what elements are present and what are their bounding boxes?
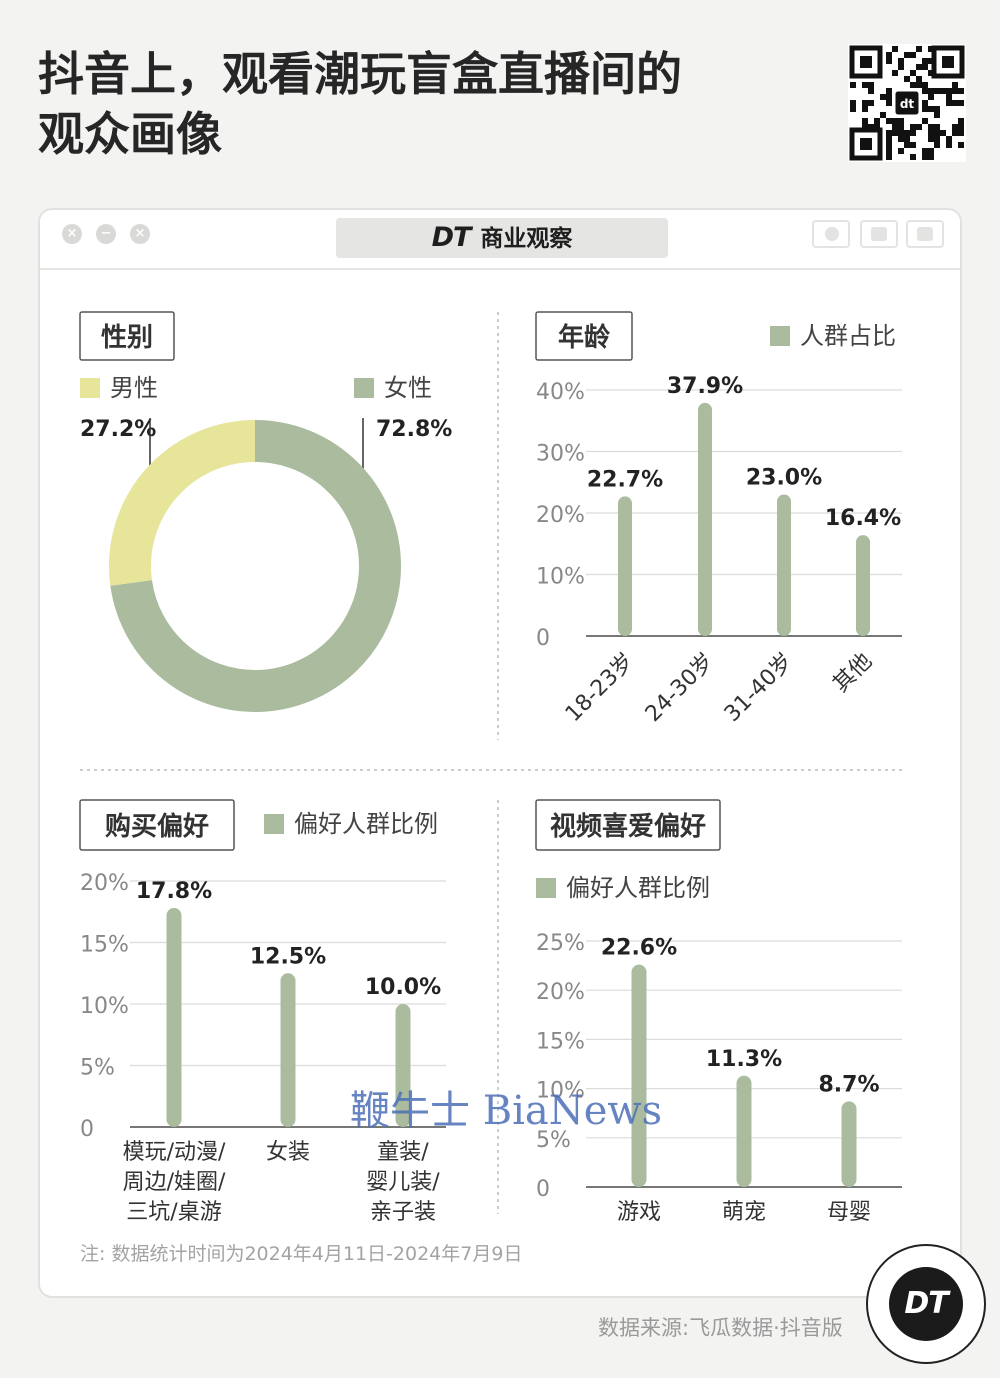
age-legend-label: 人群占比 [800, 322, 896, 350]
purchase-ytick-label: 0 [80, 1117, 94, 1142]
purchase-value-label: 17.8% [136, 879, 212, 904]
video-ytick-label: 0 [536, 1177, 550, 1202]
age-title-box [535, 311, 633, 361]
purchase-bar [280, 973, 296, 1127]
video-value-label: 8.7% [818, 1072, 879, 1097]
age-ytick-label: 0 [536, 626, 550, 651]
purchase-ytick-label: 20% [80, 871, 129, 896]
age-bar [777, 494, 791, 636]
close-icon[interactable]: × [62, 224, 82, 244]
qr-code-icon[interactable]: dt [848, 44, 966, 162]
data-source: 数据来源:飞瓜数据·抖音版 [598, 1316, 843, 1340]
video-ytick-label: 25% [536, 931, 585, 956]
video-bar [736, 1075, 752, 1187]
purchase-ytick-label: 10% [80, 994, 129, 1019]
purchase-value-label: 12.5% [250, 944, 326, 969]
record-button[interactable] [812, 220, 850, 248]
gender-title: 性别 [101, 323, 153, 353]
dt-badge-text: DT [889, 1267, 963, 1341]
age-title: 年龄 [558, 322, 611, 353]
video-bar [841, 1101, 857, 1187]
age-bar [698, 402, 712, 636]
age-category-label: 31-40岁 [720, 649, 798, 727]
video-category-label: 游戏 [617, 1200, 661, 1225]
age-ytick-label: 30% [536, 442, 585, 467]
video-title-box [535, 799, 721, 851]
age-value-label: 37.9% [667, 374, 743, 399]
legend-male-swatch [80, 378, 100, 398]
age-category-label: 18-23岁 [561, 649, 639, 727]
legend-male-label: 男性 [110, 374, 158, 402]
purchase-title-box [79, 799, 235, 851]
brand-bar: DT 商业观察 [336, 218, 668, 258]
minimize-icon[interactable]: − [96, 224, 116, 244]
purchase-ytick-label: 5% [80, 1056, 115, 1081]
purchase-legend-swatch [264, 814, 284, 834]
donut-slice-male [109, 420, 401, 712]
purchase-category-label: 童装/婴儿装/亲子装 [366, 1140, 440, 1225]
window-button[interactable] [906, 220, 944, 248]
share-button[interactable] [860, 220, 898, 248]
title-line-1: 抖音上，观看潮玩盲盒直播间的 [38, 47, 682, 101]
age-category-label: 其他 [828, 649, 877, 698]
brand-logo: DT [431, 222, 472, 253]
legend-female-label: 女性 [384, 374, 432, 402]
purchase-ytick-label: 15% [80, 933, 129, 958]
video-ytick-label: 10% [536, 1079, 585, 1104]
female-value-label: 72.8% [376, 417, 452, 442]
age-value-label: 22.7% [587, 467, 663, 492]
video-ytick-label: 20% [536, 980, 585, 1005]
video-category-label: 萌宠 [722, 1200, 766, 1225]
title-line-2: 观众画像 [38, 107, 222, 161]
fullscreen-icon[interactable]: × [130, 224, 150, 244]
watermark-text: 鞭牛士 BiaNews [350, 1088, 663, 1134]
age-ytick-label: 10% [536, 565, 585, 590]
svg-text:dt: dt [900, 97, 915, 111]
legend-female-swatch [354, 378, 374, 398]
video-title: 视频喜爱偏好 [550, 811, 706, 842]
purchase-panel: 购买偏好 偏好人群比例 0 5% 10% 15% 20% 17.8% 模玩/动漫/周边/娃圈… [79, 799, 446, 1225]
video-legend-label: 偏好人群比例 [566, 874, 710, 902]
purchase-bar [166, 908, 182, 1127]
purchase-value-label: 10.0% [365, 975, 441, 1000]
purchase-legend-label: 偏好人群比例 [294, 810, 438, 838]
purchase-category-label: 女装 [266, 1140, 310, 1165]
age-bar [856, 535, 870, 636]
age-panel: 年龄 人群占比 0 10% 20% 30% 40% 22.7% 18-23岁 37.9% 24-… [535, 311, 902, 727]
page-title: 抖音上，观看潮玩盲盒直播间的 观众画像 [38, 44, 738, 164]
video-ytick-label: 5% [536, 1128, 571, 1153]
age-bar [618, 496, 632, 636]
gender-panel: 性别 男性 女性 27.2% 72.8% [79, 311, 452, 712]
video-panel: 视频喜爱偏好 偏好人群比例 0 5% 10% 15% 20% 25% 22.6% 游戏 11.3… [535, 799, 902, 1225]
age-value-label: 16.4% [825, 506, 901, 531]
video-value-label: 22.6% [601, 936, 677, 961]
video-legend-swatch [536, 878, 556, 898]
brand-name: 商业观察 [480, 226, 573, 252]
date-note: 注: 数据统计时间为2024年4月11日-2024年7月9日 [80, 1243, 522, 1265]
gender-title-box [79, 311, 175, 361]
purchase-title: 购买偏好 [105, 811, 209, 842]
video-ytick-label: 15% [536, 1029, 585, 1054]
window-title-bar: × − × DT 商业观察 [40, 210, 960, 270]
male-value-label: 27.2% [80, 417, 156, 442]
video-bar [631, 964, 647, 1187]
video-value-label: 11.3% [706, 1047, 782, 1072]
purchase-category-label: 模玩/动漫/周边/娃圈/三坑/桌游 [123, 1140, 226, 1225]
age-ytick-label: 20% [536, 503, 585, 528]
age-category-label: 24-30岁 [641, 649, 719, 727]
age-ytick-label: 40% [536, 380, 585, 405]
dt-badge-logo[interactable]: DT [866, 1244, 986, 1364]
purchase-bar [395, 1004, 411, 1127]
age-legend-swatch [770, 326, 790, 346]
age-value-label: 23.0% [746, 466, 822, 491]
video-category-label: 母婴 [827, 1200, 871, 1225]
